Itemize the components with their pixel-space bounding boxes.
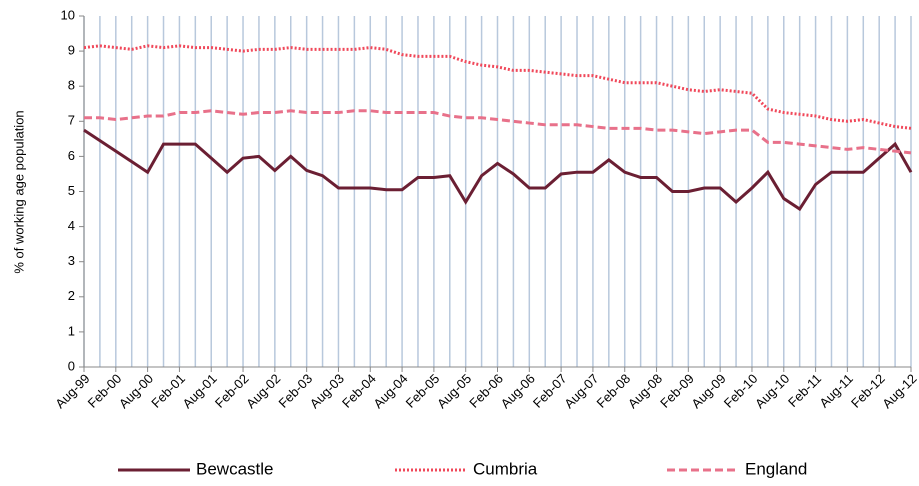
- legend-label: England: [745, 459, 807, 478]
- x-tick-label: Aug-10: [752, 371, 792, 411]
- x-tick-label: Feb-08: [594, 371, 634, 411]
- x-tick-label: Aug-02: [243, 371, 283, 411]
- x-tick-label: Aug-07: [561, 371, 601, 411]
- x-tick-label: Aug-12: [879, 371, 919, 411]
- y-tick-label: 3: [68, 253, 75, 268]
- x-tick-label: Feb-02: [212, 371, 252, 411]
- x-tick-label: Aug-08: [625, 371, 665, 411]
- x-tick-label: Aug-04: [370, 371, 410, 411]
- legend-label: Cumbria: [473, 459, 538, 478]
- y-tick-label: 7: [68, 113, 75, 128]
- x-tick-label: Feb-06: [466, 371, 506, 411]
- x-tick-label: Aug-99: [52, 371, 92, 411]
- x-tick-label: Aug-01: [180, 371, 220, 411]
- x-tick-label: Feb-09: [657, 371, 697, 411]
- series-line: [84, 109, 912, 155]
- series-line: [83, 128, 913, 212]
- x-tick-label: Aug-09: [688, 371, 728, 411]
- x-tick-label: Feb-03: [275, 371, 315, 411]
- x-tick-label: Feb-12: [848, 371, 888, 411]
- y-tick-label: 4: [68, 218, 75, 233]
- y-tick-label: 0: [68, 358, 75, 373]
- x-tick-label: Feb-11: [785, 371, 824, 410]
- x-tick-label: Feb-01: [148, 371, 188, 411]
- x-tick-label: Feb-00: [85, 371, 125, 411]
- x-tick-label: Feb-05: [403, 371, 443, 411]
- x-tick-label: Feb-04: [339, 371, 379, 411]
- x-tick-label: Aug-00: [116, 371, 156, 411]
- x-tick-label: Aug-06: [498, 371, 538, 411]
- series-line: [83, 44, 912, 130]
- x-tick-label: Feb-10: [721, 371, 761, 411]
- y-tick-label: 6: [68, 148, 75, 163]
- y-tick-label: 8: [68, 78, 75, 93]
- y-axis-label: % of working age population: [11, 110, 26, 273]
- x-tick-label: Feb-07: [530, 371, 570, 411]
- y-tick-label: 2: [68, 288, 75, 303]
- y-tick-label: 1: [68, 323, 75, 338]
- y-tick-label: 9: [68, 43, 75, 58]
- x-tick-label: Aug-05: [434, 371, 474, 411]
- x-tick-label: Aug-11: [816, 371, 856, 411]
- legend-label: Bewcastle: [196, 459, 273, 478]
- x-tick-label: Aug-03: [307, 371, 347, 411]
- y-tick-label: 10: [61, 7, 75, 22]
- y-tick-label: 5: [68, 183, 75, 198]
